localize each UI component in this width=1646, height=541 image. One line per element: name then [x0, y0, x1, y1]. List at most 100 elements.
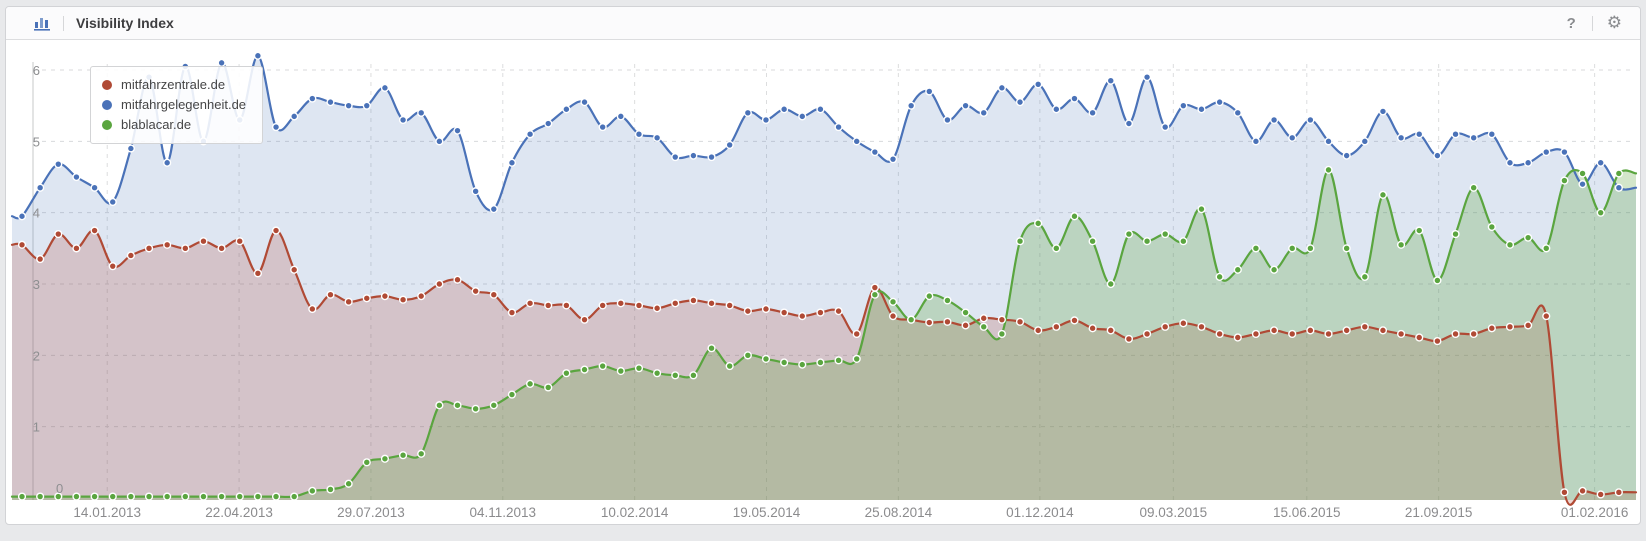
data-point: [961, 101, 970, 110]
data-point: [1161, 322, 1170, 331]
svg-text:14.01.2013: 14.01.2013: [73, 505, 141, 520]
help-button[interactable]: ?: [1566, 14, 1576, 32]
data-point: [1197, 105, 1206, 114]
data-point: [235, 492, 244, 501]
data-point: [1124, 119, 1134, 128]
data-point: [979, 314, 988, 323]
data-point: [126, 492, 135, 501]
data-point: [36, 183, 45, 192]
data-point: [1578, 169, 1587, 178]
data-point: [1505, 322, 1515, 331]
data-point: [253, 51, 262, 60]
data-point: [1306, 326, 1315, 335]
data-point: [471, 187, 480, 196]
data-point: [398, 295, 408, 304]
legend-marker-icon: [102, 100, 112, 110]
data-point: [1034, 326, 1043, 335]
data-point: [1233, 265, 1242, 274]
data-point: [1288, 133, 1297, 142]
data-point: [1596, 208, 1605, 217]
data-point: [163, 492, 172, 501]
data-point: [471, 287, 480, 296]
data-point: [634, 364, 644, 373]
svg-text:29.07.2013: 29.07.2013: [337, 505, 405, 520]
data-point: [925, 292, 934, 301]
data-point: [598, 122, 607, 132]
data-point: [1142, 329, 1152, 339]
data-point: [1215, 98, 1224, 107]
data-point: [344, 297, 353, 306]
data-point: [326, 290, 335, 299]
data-point: [761, 304, 771, 314]
data-point: [1052, 244, 1061, 253]
data-point: [1124, 229, 1134, 239]
data-point: [743, 307, 752, 316]
data-point: [1052, 322, 1061, 331]
series-markers-blablacar.de: [17, 165, 1623, 501]
data-point: [72, 244, 81, 253]
data-point: [888, 155, 898, 164]
data-point: [1034, 80, 1043, 89]
data-point: [1070, 316, 1079, 325]
data-point: [707, 299, 716, 308]
data-point: [1433, 336, 1442, 346]
data-point: [1324, 329, 1333, 339]
data-point: [380, 292, 390, 301]
data-point: [54, 160, 63, 169]
data-point: [17, 492, 27, 501]
data-point: [1396, 133, 1406, 142]
svg-text:19.05.2014: 19.05.2014: [733, 505, 801, 520]
data-point: [943, 317, 952, 326]
svg-text:21.09.2015: 21.09.2015: [1405, 505, 1473, 520]
data-point: [870, 290, 879, 299]
data-point: [36, 492, 45, 501]
data-point: [1596, 158, 1605, 167]
data-point: [308, 94, 317, 103]
data-point: [725, 140, 734, 150]
data-point: [380, 454, 390, 463]
data-point: [326, 485, 335, 494]
data-point: [435, 401, 444, 410]
data-point: [544, 383, 553, 392]
data-point: [1396, 329, 1406, 339]
data-point: [852, 329, 861, 339]
header-divider: [63, 15, 64, 31]
data-point: [1505, 240, 1515, 249]
data-point: [1578, 180, 1587, 189]
data-point: [1179, 101, 1188, 110]
settings-gear-icon[interactable]: ⚙: [1606, 12, 1622, 33]
data-point: [544, 119, 553, 128]
data-point: [816, 308, 825, 317]
data-point: [689, 151, 698, 160]
data-point: [1469, 133, 1478, 142]
data-point: [1324, 137, 1333, 146]
data-point: [580, 98, 589, 107]
legend-item-blablacar.de[interactable]: blablacar.de: [102, 115, 246, 135]
data-point: [743, 351, 752, 360]
data-point: [1015, 237, 1025, 246]
data-point: [90, 226, 99, 235]
data-point: [253, 269, 262, 278]
data-point: [834, 122, 843, 132]
data-point: [308, 486, 317, 495]
data-point: [798, 112, 807, 121]
data-point: [798, 360, 807, 369]
series-markers-mitfahrzentrale.de: [17, 226, 1623, 499]
data-point: [1415, 226, 1424, 235]
data-point: [253, 492, 262, 501]
data-point: [326, 98, 335, 107]
svg-text:04.11.2013: 04.11.2013: [470, 505, 537, 520]
data-point: [1560, 147, 1569, 157]
bar-chart-icon: [34, 16, 51, 31]
data-point: [144, 492, 154, 501]
svg-text:6: 6: [33, 63, 40, 78]
data-point: [271, 226, 281, 235]
legend-item-mitfahrgelegenheit.de[interactable]: mitfahrgelegenheit.de: [102, 95, 246, 115]
data-point: [1251, 329, 1261, 339]
data-point: [1106, 279, 1115, 289]
legend-item-mitfahrzentrale.de[interactable]: mitfahrzentrale.de: [102, 75, 246, 95]
data-point: [1269, 326, 1279, 335]
data-point: [417, 292, 426, 301]
data-point: [544, 301, 553, 310]
data-point: [471, 404, 480, 413]
